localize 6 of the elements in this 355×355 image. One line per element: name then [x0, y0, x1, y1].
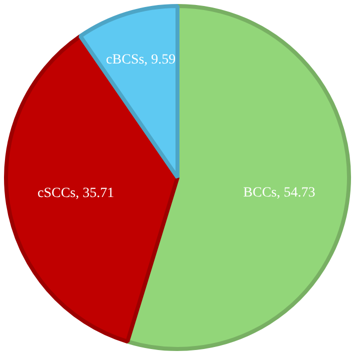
slice-label: cSCCs: [37, 186, 76, 201]
slice-label: BCCs: [243, 185, 277, 200]
data-label: , 9.59: [144, 52, 176, 68]
data-label: , 54.73: [276, 185, 316, 200]
data-label: , 35.71: [76, 186, 114, 201]
slice-label: cBCSs: [106, 52, 144, 68]
